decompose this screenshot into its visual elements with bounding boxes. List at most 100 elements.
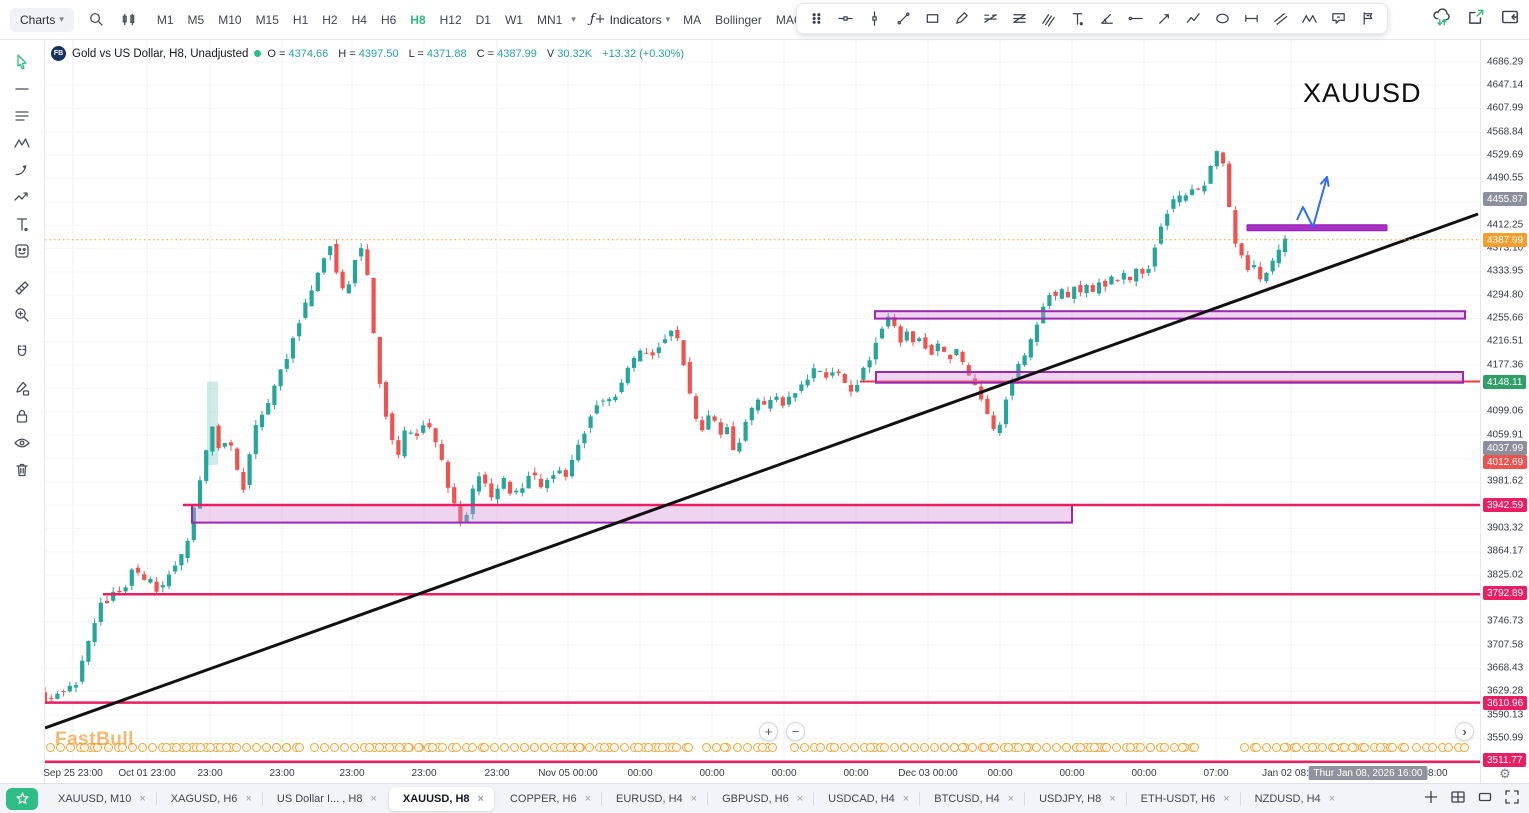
economic-event-icon[interactable] [575,743,584,752]
economic-event-icon[interactable] [890,743,899,752]
economic-event-icon[interactable] [702,743,711,752]
chart-tab-us-dollar-i-[interactable]: US Dollar I... , H8 × [263,787,387,811]
economic-event-icon[interactable] [1348,743,1357,752]
timeframe-button-h8[interactable]: H8 [410,12,426,27]
economic-event-icon[interactable] [610,743,619,752]
economic-event-icon[interactable] [1444,743,1453,752]
brush-tool[interactable] [948,6,975,32]
brush-lock-tool[interactable] [7,375,37,402]
timeframe-button-m5[interactable]: M5 [187,12,205,27]
economic-event-icon[interactable] [452,743,461,752]
economic-event-icon[interactable] [1428,743,1437,752]
economic-event-icon[interactable] [1042,743,1051,752]
economic-event-icon[interactable] [196,743,205,752]
economic-event-icon[interactable] [404,743,413,752]
economic-event-icon[interactable] [375,743,384,752]
price-note-tool[interactable] [1354,6,1381,32]
economic-event-icon[interactable] [620,743,629,752]
candlestick-chart[interactable] [45,40,1480,763]
economic-event-icon[interactable] [138,743,147,752]
collapse-panel-button[interactable] [1499,6,1521,28]
indicator-shortcut-ma[interactable]: MA [683,12,702,27]
timeframe-dropdown-icon[interactable]: ▾ [571,14,576,24]
gear-icon[interactable]: ⚙ [1499,765,1511,781]
pattern-tool[interactable] [1296,6,1323,32]
economic-event-icon[interactable] [1318,743,1327,752]
economic-event-icon[interactable] [720,743,729,752]
zoom-out-button[interactable]: − [786,722,805,741]
economic-event-icon[interactable] [1146,743,1155,752]
economic-event-icon[interactable] [1112,743,1121,752]
timeframe-button-h12[interactable]: H12 [439,12,462,27]
economic-event-icon[interactable] [1136,743,1145,752]
watchlist-star-button[interactable] [6,787,38,810]
economic-event-icon[interactable] [866,743,875,752]
economic-event-icon[interactable] [1280,743,1289,752]
chart-pane[interactable]: FB Gold vs US Dollar, H8, Unadjusted O =… [45,40,1480,763]
economic-event-icon[interactable] [395,743,404,752]
economic-event-icon[interactable] [1240,743,1249,752]
chart-tab-xagusd[interactable]: XAGUSD, H6 × [157,787,262,811]
close-icon[interactable]: × [245,792,252,805]
gann-fan-tool[interactable] [1006,6,1033,32]
close-icon[interactable]: × [690,792,698,805]
economic-event-icon[interactable] [1262,743,1271,752]
economic-event-icon[interactable] [840,743,849,752]
economic-event-icon[interactable] [118,743,127,752]
timeframe-button-h6[interactable]: H6 [380,12,397,27]
economic-event-icon[interactable] [1400,743,1409,752]
emoji-tool[interactable] [7,237,37,264]
economic-event-icon[interactable] [758,743,767,752]
pitchfork-tool[interactable] [1035,6,1062,32]
candlestick-type-icon[interactable] [120,11,138,29]
economic-event-icon[interactable] [658,743,667,752]
economic-event-icon[interactable] [990,743,999,752]
economic-event-icon[interactable] [980,743,989,752]
eye-tool[interactable] [7,429,37,456]
economic-event-icon[interactable] [816,743,825,752]
economic-event-icon[interactable] [634,743,643,752]
time-axis[interactable]: Sep 25 23:00 Oct 01 23:00 23:00 23:00 23:00 2… [43,763,1480,783]
cursor-tool[interactable] [7,48,37,75]
economic-event-icon[interactable] [968,743,977,752]
economic-event-icon[interactable] [830,743,839,752]
economic-event-icon[interactable] [232,743,241,752]
ruler-tool[interactable] [7,274,37,301]
economic-event-icon[interactable] [900,743,909,752]
economic-event-icon[interactable] [768,743,777,752]
measure-tool[interactable] [1238,6,1265,32]
economic-event-icon[interactable] [940,743,949,752]
economic-event-icon[interactable] [1376,743,1385,752]
economic-event-icon[interactable] [80,743,89,752]
economic-event-icon[interactable] [222,743,231,752]
fib-lines-tool[interactable] [7,102,37,129]
fullscreen-button[interactable] [1503,788,1521,806]
timeframe-button-m1[interactable]: M1 [156,12,174,27]
share-button[interactable] [1465,6,1487,28]
economic-event-icon[interactable] [1360,743,1369,752]
text-tool[interactable] [7,210,37,237]
curve-arrow-tool[interactable] [7,156,37,183]
economic-event-icon[interactable] [540,743,549,752]
economic-event-icon[interactable] [958,743,967,752]
cloud-sync-button[interactable] [1431,6,1453,28]
chart-tab-xauusd[interactable]: XAUUSD, M10 × [44,787,156,811]
economic-event-icon[interactable] [850,743,859,752]
horizontal-ray-tool[interactable] [1122,6,1149,32]
economic-event-icon[interactable] [172,743,181,752]
economic-event-icon[interactable] [252,743,261,752]
economic-event-icon[interactable] [1460,743,1469,752]
chart-tab-eurusd[interactable]: EURUSD, H4 × [602,787,707,811]
economic-event-icon[interactable] [128,743,137,752]
close-icon[interactable]: × [584,792,592,805]
economic-event-icon[interactable] [414,743,423,752]
economic-event-icon[interactable] [1090,743,1099,752]
economic-event-icon[interactable] [520,743,529,752]
economic-event-icon[interactable] [295,743,304,752]
economic-event-icon[interactable] [1076,743,1085,752]
economic-event-icon[interactable] [530,743,539,752]
economic-event-icon[interactable] [340,743,349,752]
economic-event-icon[interactable] [556,743,565,752]
close-icon[interactable]: × [1328,792,1336,805]
trend-line-tool[interactable] [890,6,917,32]
